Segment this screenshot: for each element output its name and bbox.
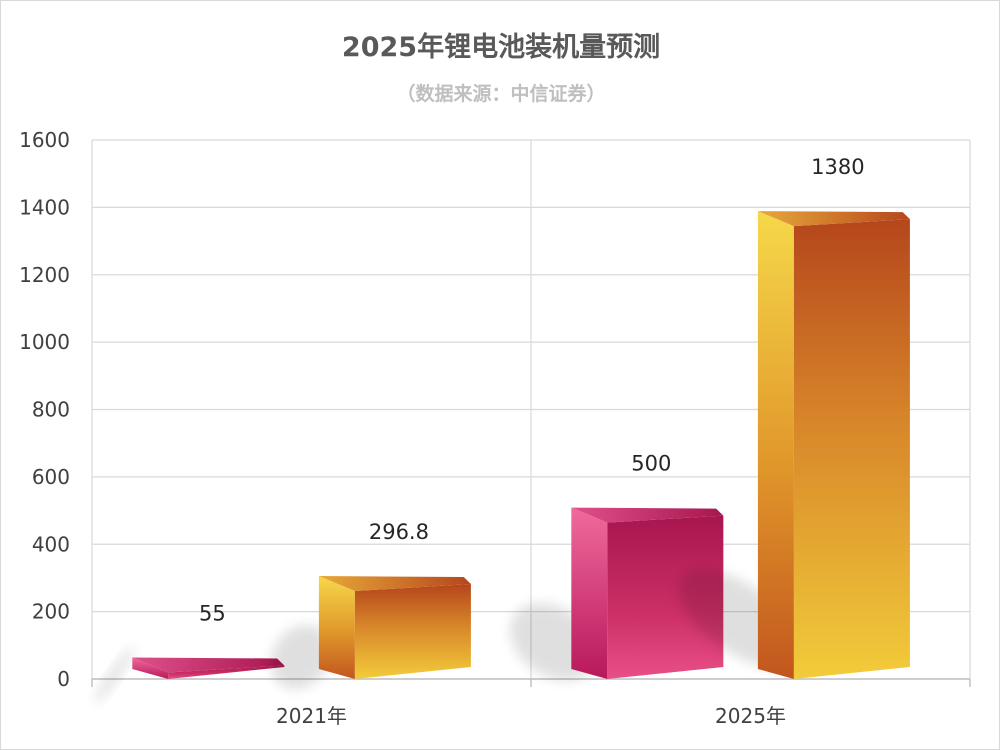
y-tick-label: 1000 [19,330,70,354]
bar-shadow [270,624,332,690]
y-tick-label: 1200 [19,263,70,287]
data-label: 500 [631,452,671,476]
bar-2-2 [679,211,910,680]
y-tick-label: 0 [57,667,70,691]
bar-side-face [318,576,355,679]
y-tick-label: 1600 [19,128,70,152]
bar-top-face [132,657,285,673]
bar-1-2 [510,507,724,681]
bar-front-face [168,665,285,679]
chart-title: 2025年锂电池装机量预测 [341,32,661,63]
bar-side-face [571,507,608,679]
data-label: 1380 [811,155,864,179]
bar-side-face [132,657,169,679]
y-tick-label: 1400 [19,195,70,219]
y-tick-label: 600 [32,465,70,489]
bar-top-face [571,507,724,523]
bar-front-face [793,219,910,680]
bar-2-1 [270,576,471,690]
bar-top-face [318,576,471,592]
y-tick-label: 400 [32,532,70,556]
bar-side-face [757,211,794,680]
data-label: 55 [199,601,226,625]
y-tick-label: 800 [32,398,70,422]
y-tick-label: 200 [32,600,70,624]
bar-top-face [757,211,910,227]
bar-front-face [354,584,471,679]
x-category-label: 2025年 [715,704,786,728]
bar-1-1 [94,646,285,703]
chart-subtitle: （数据来源：中信证券） [396,83,606,105]
bar-front-face [607,515,724,679]
x-category-label: 2021年 [276,704,347,728]
bar-shadow [94,646,135,703]
data-label: 296.8 [369,520,429,544]
